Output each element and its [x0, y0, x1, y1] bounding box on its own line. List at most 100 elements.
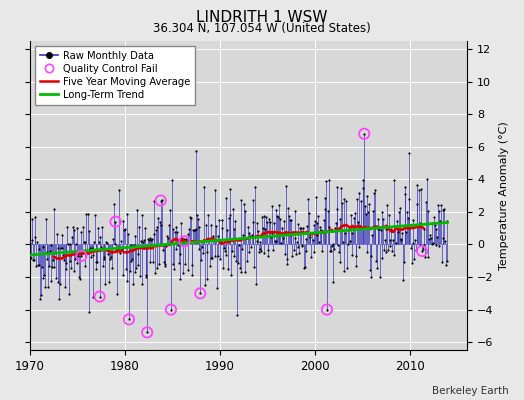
Point — [133, 207, 141, 213]
Point — [354, 218, 362, 225]
Point — [311, 217, 319, 224]
Point — [328, 242, 336, 249]
Point — [416, 242, 424, 248]
Point — [394, 226, 402, 232]
Point — [375, 225, 384, 232]
Point — [247, 244, 255, 250]
Point — [374, 216, 383, 222]
Point — [100, 254, 108, 260]
Point — [80, 239, 88, 246]
Point — [183, 266, 192, 273]
Point — [114, 244, 123, 250]
Point — [234, 260, 243, 266]
Point — [49, 257, 57, 263]
Point — [126, 257, 135, 264]
Point — [267, 230, 276, 237]
Point — [324, 224, 333, 231]
Point — [150, 231, 158, 237]
Point — [218, 216, 226, 223]
Point — [244, 230, 253, 236]
Point — [381, 249, 390, 256]
Point — [46, 278, 54, 284]
Point — [269, 247, 277, 253]
Point — [106, 254, 115, 260]
Point — [319, 228, 327, 235]
Point — [273, 213, 281, 220]
Point — [74, 252, 82, 259]
Point — [152, 265, 161, 271]
Point — [344, 227, 353, 233]
Point — [293, 239, 301, 245]
Point — [103, 246, 112, 252]
Point — [329, 278, 337, 285]
Point — [441, 238, 449, 244]
Point — [278, 235, 287, 242]
Point — [137, 212, 146, 219]
Point — [233, 312, 242, 318]
Point — [148, 236, 156, 242]
Point — [225, 186, 234, 192]
Point — [301, 264, 309, 270]
Point — [428, 241, 436, 247]
Point — [417, 185, 425, 192]
Point — [61, 284, 69, 290]
Point — [313, 220, 322, 226]
Point — [53, 230, 61, 237]
Point — [216, 256, 224, 262]
Point — [187, 214, 195, 221]
Point — [140, 224, 149, 231]
Point — [174, 260, 183, 267]
Point — [259, 250, 268, 256]
Point — [28, 216, 37, 222]
Point — [58, 232, 66, 238]
Point — [109, 236, 117, 242]
Point — [118, 272, 127, 279]
Point — [31, 233, 40, 240]
Point — [29, 257, 37, 264]
Point — [425, 236, 433, 242]
Point — [337, 184, 345, 191]
Point — [47, 241, 56, 248]
Point — [307, 254, 315, 260]
Point — [300, 265, 308, 271]
Point — [230, 253, 238, 259]
Point — [158, 197, 167, 203]
Point — [41, 216, 50, 222]
Point — [248, 219, 257, 225]
Point — [418, 248, 426, 254]
Point — [135, 224, 144, 230]
Point — [202, 222, 210, 228]
Point — [63, 224, 71, 230]
Point — [305, 234, 314, 240]
Point — [221, 248, 229, 254]
Point — [368, 232, 376, 238]
Point — [290, 247, 298, 254]
Point — [83, 248, 91, 255]
Point — [202, 276, 211, 282]
Point — [320, 217, 328, 224]
Point — [431, 226, 440, 232]
Point — [380, 236, 389, 243]
Point — [178, 235, 186, 241]
Point — [108, 249, 116, 256]
Point — [122, 266, 130, 272]
Point — [205, 236, 213, 243]
Point — [321, 206, 330, 212]
Point — [129, 242, 138, 248]
Point — [162, 243, 170, 250]
Point — [179, 269, 187, 276]
Point — [77, 253, 85, 259]
Point — [428, 219, 436, 226]
Point — [412, 182, 421, 188]
Point — [361, 203, 369, 209]
Point — [59, 252, 68, 258]
Point — [80, 263, 89, 269]
Point — [110, 201, 118, 207]
Text: Berkeley Earth: Berkeley Earth — [432, 386, 508, 396]
Point — [50, 206, 59, 213]
Point — [97, 244, 105, 250]
Point — [126, 268, 134, 274]
Point — [282, 256, 291, 262]
Point — [272, 207, 280, 213]
Point — [125, 316, 133, 322]
